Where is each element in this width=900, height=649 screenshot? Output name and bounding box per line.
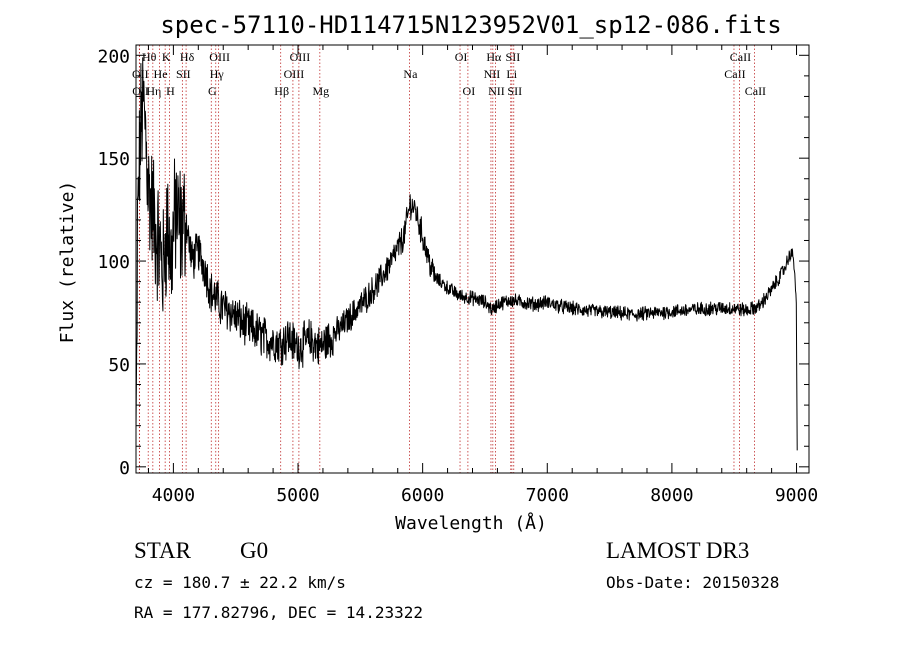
- object-subclass: G0: [240, 538, 269, 563]
- x-tick-label: 6000: [401, 485, 444, 506]
- observation-date: Obs-Date: 20150328: [606, 573, 780, 592]
- spectrum-line: [135, 57, 798, 451]
- coordinates: RA = 177.82796, DEC = 14.23322: [134, 603, 423, 622]
- x-axis-label: Wavelength (Å): [395, 512, 547, 534]
- y-tick-label: 100: [97, 252, 130, 273]
- line-marker-label: CaII: [724, 67, 745, 81]
- line-marker-label: G: [208, 84, 217, 98]
- line-marker-label: OI: [455, 50, 468, 64]
- line-marker-label: CaII: [730, 50, 751, 64]
- x-axis: 4000 5000 6000 7000 8000 9000: [147, 45, 818, 506]
- line-marker-label: H: [166, 84, 175, 98]
- line-marker-label: K: [162, 50, 171, 64]
- line-marker-label: Mg: [312, 84, 329, 98]
- line-marker-label: NII: [484, 67, 501, 81]
- line-marker-label: OIII: [290, 50, 311, 64]
- line-marker-label: Hη: [146, 84, 161, 98]
- x-tick-label: 5000: [276, 485, 319, 506]
- line-markers: OIIOIIHθHηHeKHSIIHδGHγOIIIHβOIIIOIIIMgNa…: [132, 45, 766, 473]
- x-tick-label: 9000: [775, 485, 818, 506]
- redshift-value: cz = 180.7 ± 22.2 km/s: [134, 573, 346, 592]
- y-axis: 0 50 100 150 200: [97, 46, 809, 479]
- y-tick-label: 0: [119, 458, 130, 479]
- object-class: STAR: [134, 538, 191, 563]
- line-marker-label: OIII: [284, 67, 305, 81]
- line-marker-label: Hα: [486, 50, 502, 64]
- line-marker-label: Hδ: [180, 50, 195, 64]
- line-marker-label: Hβ: [274, 84, 289, 98]
- line-marker-label: SII: [176, 67, 191, 81]
- line-marker-label: CaII: [745, 84, 766, 98]
- x-tick-label: 8000: [650, 485, 693, 506]
- line-marker-label: NII: [488, 84, 505, 98]
- chart-title: spec-57110-HD114715N123952V01_sp12-086.f…: [160, 11, 781, 39]
- y-tick-label: 200: [97, 46, 130, 67]
- plot-frame: [135, 44, 810, 474]
- x-tick-label: 7000: [526, 485, 569, 506]
- line-marker-label: Hγ: [210, 67, 225, 81]
- line-marker-label: OIII: [209, 50, 230, 64]
- y-tick-label: 150: [97, 149, 130, 170]
- line-marker-label: Hθ: [142, 50, 157, 64]
- line-marker-label: SII: [507, 84, 522, 98]
- x-tick-label: 4000: [152, 485, 195, 506]
- line-marker-label: Na: [403, 67, 418, 81]
- y-tick-label: 50: [108, 355, 130, 376]
- y-axis-label: Flux (relative): [57, 181, 78, 344]
- line-marker-label: SII: [506, 50, 521, 64]
- survey-name: LAMOST DR3: [606, 538, 750, 563]
- line-marker-label: OI: [463, 84, 476, 98]
- line-marker-label: He: [154, 67, 168, 81]
- spectrum-series: [135, 57, 798, 451]
